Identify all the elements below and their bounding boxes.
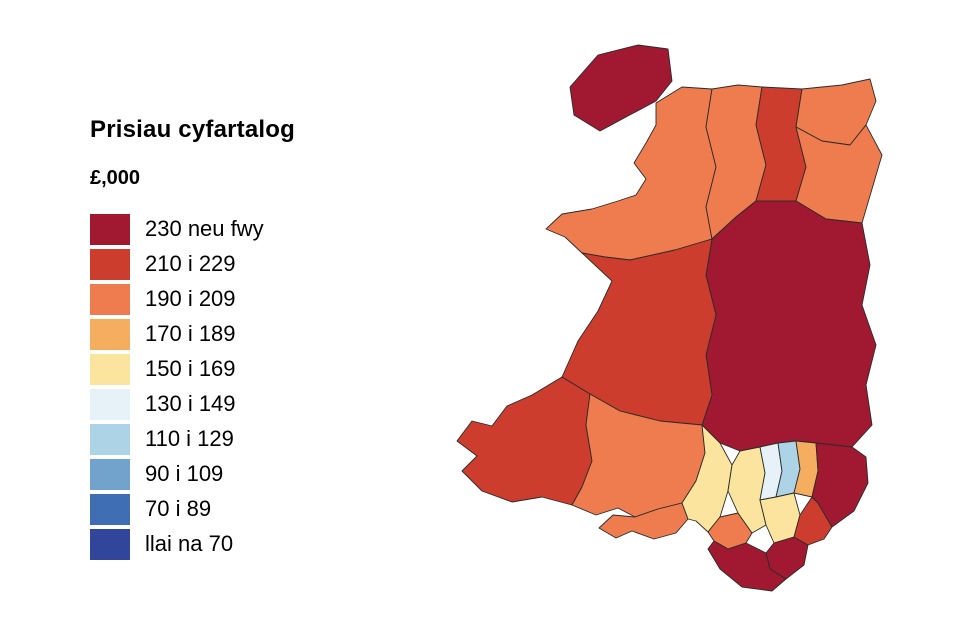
- legend-swatch: [90, 213, 130, 245]
- legend-list: 230 neu fwy 210 i 229 190 i 209 170 i 189 15…: [90, 212, 410, 562]
- region-vale-of-glamorgan: [707, 540, 787, 592]
- region-neath-port-talbot: [681, 424, 733, 533]
- wales-map: [456, 44, 883, 592]
- legend: Prisiau cyfartalog £,000 230 neu fwy 210 …: [90, 116, 410, 562]
- legend-label: 130 i 149: [145, 391, 236, 417]
- legend-item: 230 neu fwy: [90, 212, 410, 247]
- region-denbighshire: [755, 86, 807, 202]
- legend-label: llai na 70: [145, 531, 234, 557]
- legend-swatch: [90, 458, 130, 490]
- region-pembrokeshire: [456, 376, 593, 506]
- legend-swatch: [90, 528, 130, 560]
- legend-label: 150 i 169: [145, 356, 236, 382]
- legend-item: 130 i 149: [90, 387, 410, 422]
- legend-swatch: [90, 493, 130, 525]
- legend-label: 70 i 89: [145, 496, 212, 522]
- legend-swatch: [90, 248, 130, 280]
- legend-item: 210 i 229: [90, 247, 410, 282]
- region-wrexham: [795, 124, 883, 224]
- legend-label: 230 neu fwy: [145, 216, 264, 242]
- legend-swatch: [90, 423, 130, 455]
- legend-label: 170 i 189: [145, 321, 236, 347]
- region-ceredigion: [561, 238, 717, 426]
- legend-label: 110 i 129: [145, 426, 234, 452]
- region-monmouthshire: [811, 442, 869, 528]
- region-ynys-mon: [569, 44, 673, 132]
- legend-item: 110 i 129: [90, 422, 410, 457]
- legend-item: 70 i 89: [90, 492, 410, 527]
- legend-label: 190 i 209: [145, 286, 236, 312]
- legend-swatch: [90, 388, 130, 420]
- legend-item: 170 i 189: [90, 317, 410, 352]
- map-title: Prisiau cyfartalog: [90, 116, 296, 143]
- legend-swatch: [90, 283, 130, 315]
- legend-label: 210 i 229: [145, 251, 236, 277]
- legend-item: llai na 70: [90, 527, 410, 562]
- units-label: £,000: [90, 166, 141, 189]
- legend-label: 90 i 109: [145, 461, 224, 487]
- map-container: [420, 25, 920, 615]
- legend-swatch: [90, 318, 130, 350]
- legend-swatch: [90, 353, 130, 385]
- legend-item: 150 i 169: [90, 352, 410, 387]
- region-powys: [701, 200, 877, 452]
- legend-item: 190 i 209: [90, 282, 410, 317]
- legend-item: 90 i 109: [90, 457, 410, 492]
- region-swansea: [598, 502, 689, 540]
